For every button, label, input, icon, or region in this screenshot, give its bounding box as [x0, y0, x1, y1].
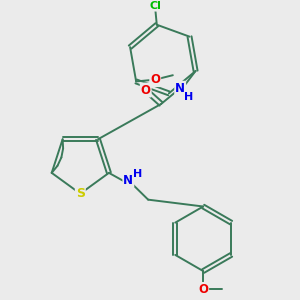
Text: O: O: [150, 73, 160, 86]
Text: O: O: [141, 83, 151, 97]
Text: H: H: [133, 169, 142, 179]
Text: O: O: [198, 283, 208, 296]
Text: N: N: [123, 174, 134, 187]
Text: S: S: [76, 187, 85, 200]
Text: H: H: [184, 92, 193, 102]
Text: N: N: [175, 82, 185, 95]
Text: Cl: Cl: [149, 1, 161, 11]
